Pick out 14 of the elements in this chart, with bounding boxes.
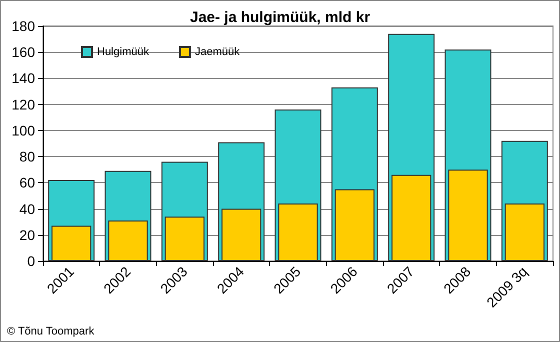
y-tick-label: 180 [12,18,36,34]
y-tick-label: 0 [27,253,36,269]
legend-label: Hulgimüük [97,46,150,58]
y-tick-label: 140 [12,70,36,86]
y-tick-label: 40 [19,200,36,217]
y-tick-label: 100 [12,122,36,138]
y-tick-label: 20 [19,226,36,243]
chart-title: Jae- ja hulgimüük, mld kr [190,9,370,26]
legend-label: Jaemüük [194,46,240,58]
y-tick-label: 160 [12,44,36,60]
y-tick-label: 60 [19,174,36,191]
y-tick-label: 120 [12,96,36,112]
text: © Tõnu Toompark [7,326,95,338]
y-tick-label: 80 [19,148,36,165]
